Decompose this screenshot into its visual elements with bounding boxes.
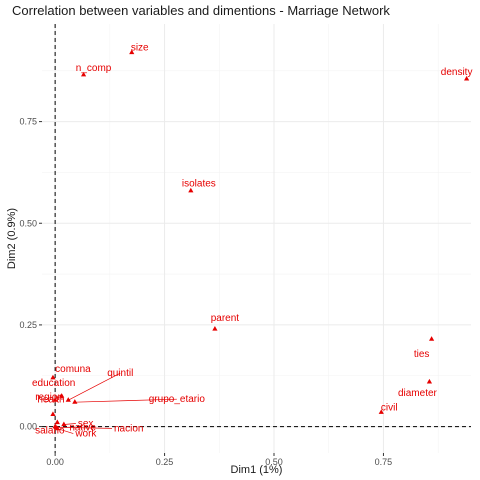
x-tick-label: 0.50 xyxy=(265,457,283,467)
x-tick-label: 0.00 xyxy=(46,457,64,467)
chart-title: Correlation between variables and diment… xyxy=(12,3,390,18)
point-label: size xyxy=(131,42,149,53)
x-axis-title: Dim1 (1%) xyxy=(231,464,283,476)
point-label: work xyxy=(74,429,97,440)
point-label: grupo_etario xyxy=(149,394,206,405)
y-axis-title: Dim2 (0.9%) xyxy=(6,208,18,269)
x-tick-label: 0.75 xyxy=(375,457,393,467)
point-label: region xyxy=(35,392,63,403)
point-label: salario xyxy=(35,426,65,437)
data-point xyxy=(80,71,87,77)
point-label: diameter xyxy=(398,388,438,399)
point-label: civil xyxy=(381,402,398,413)
data-point xyxy=(426,378,433,384)
label-leader-line xyxy=(74,398,177,403)
point-label: sex xyxy=(78,419,94,430)
data-point xyxy=(188,187,194,193)
label-leader-line xyxy=(57,428,74,434)
data-point xyxy=(50,411,56,416)
data-point xyxy=(129,49,135,55)
y-tick-label: 0.50 xyxy=(19,218,37,228)
label-leader-line xyxy=(56,427,113,429)
data-point xyxy=(65,397,71,402)
data-point xyxy=(54,419,60,425)
data-point xyxy=(50,374,56,380)
point-label: health xyxy=(37,394,64,405)
data-point xyxy=(378,409,384,414)
data-point xyxy=(52,397,58,402)
data-point xyxy=(72,399,78,404)
point-label: density xyxy=(441,67,473,78)
y-tick-label: 0.00 xyxy=(19,422,37,432)
data-point xyxy=(61,421,67,427)
data-point xyxy=(212,325,218,331)
point-label: nacion xyxy=(114,423,143,434)
label-leader-line xyxy=(63,423,76,425)
point-label: isolates xyxy=(182,179,216,190)
data-point xyxy=(429,336,435,341)
y-tick-label: 0.25 xyxy=(19,320,37,330)
point-label: n_comp xyxy=(76,63,112,74)
data-point xyxy=(59,393,65,398)
point-label: education xyxy=(32,378,75,389)
point-label: quintil xyxy=(107,368,133,379)
point-label: parent xyxy=(211,313,240,324)
point-label: comuna xyxy=(55,364,91,375)
point-label: ties xyxy=(414,349,430,360)
x-tick-label: 0.25 xyxy=(156,457,174,467)
data-point xyxy=(464,75,470,81)
y-tick-label: 0.75 xyxy=(19,117,37,127)
data-point xyxy=(53,424,59,429)
label-leader-line xyxy=(68,372,121,401)
